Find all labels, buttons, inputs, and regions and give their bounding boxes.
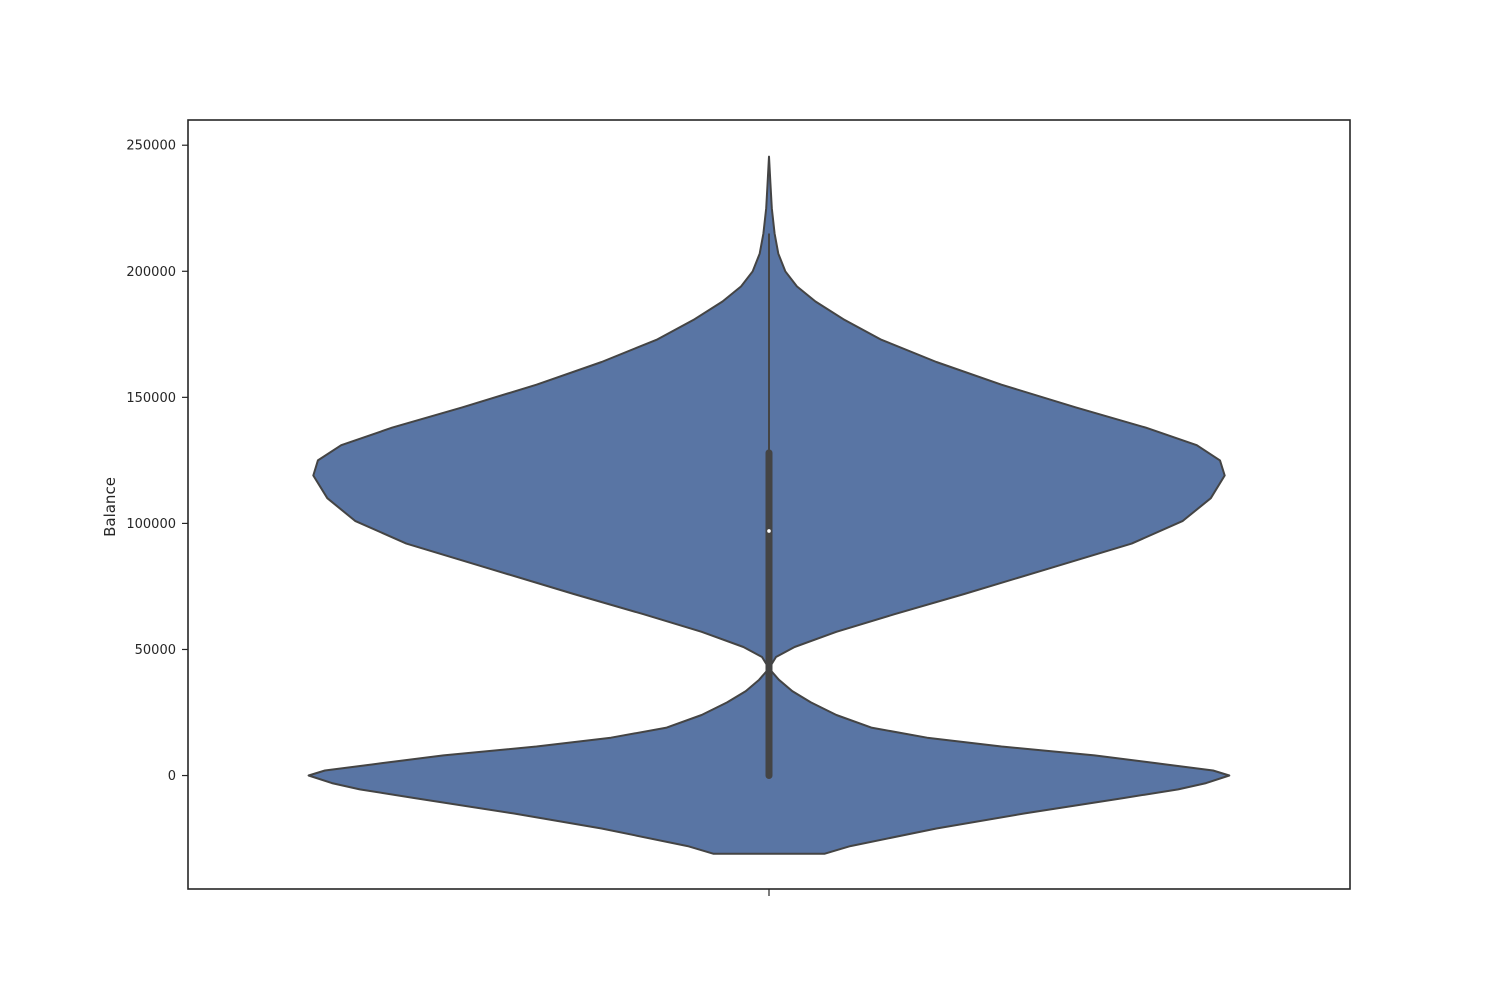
y-tick-label: 50000: [135, 643, 176, 658]
plot-layer: [307, 155, 1231, 855]
y-axis-label: Balance: [101, 477, 119, 537]
y-tick-label: 200000: [126, 265, 176, 280]
tick-layer: 0 50000 100000 150000 200000 250000: [126, 139, 770, 896]
y-tick-label: 250000: [126, 139, 176, 154]
y-tick-label: 100000: [126, 517, 176, 532]
violin-median-point: [767, 529, 771, 533]
y-tick-label: 0: [168, 769, 176, 784]
y-tick-label: 150000: [126, 391, 176, 406]
